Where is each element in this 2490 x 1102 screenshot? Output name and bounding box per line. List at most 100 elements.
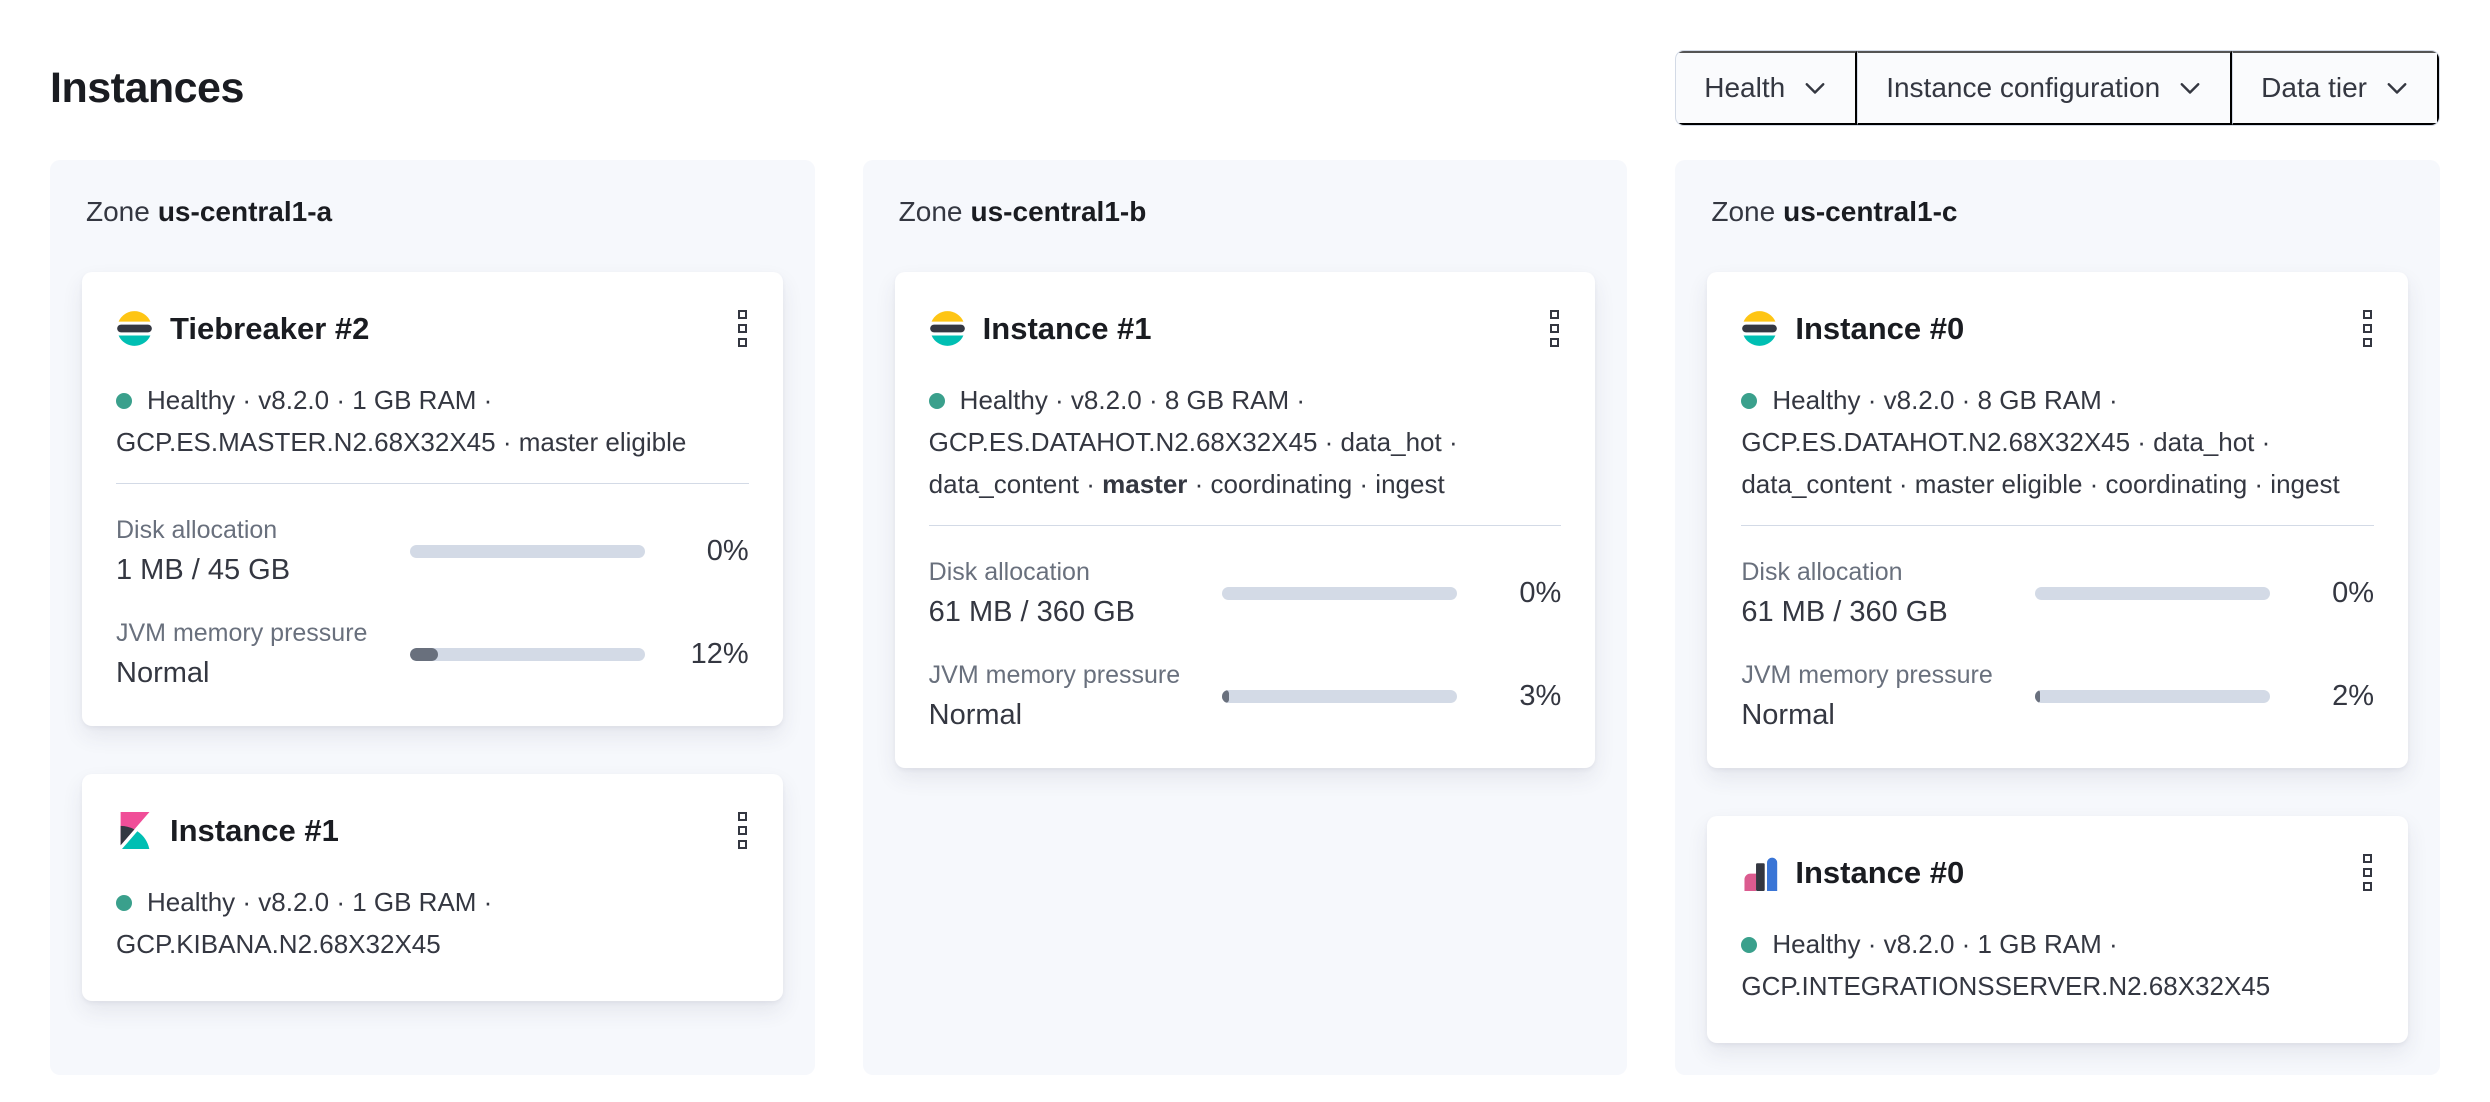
filter-data-tier-label: Data tier — [2261, 72, 2367, 103]
kebab-menu-icon — [737, 310, 747, 319]
disk-allocation-bar — [1222, 587, 1458, 600]
metric-percent: 2% — [2332, 680, 2375, 712]
zone-title: Zone us-central1-b — [899, 196, 1596, 228]
jvm-memory-pressure-metric: JVM memory pressure Normal 2% — [1741, 661, 2374, 732]
kebab-menu-icon — [1550, 310, 1560, 319]
jvm-memory-pressure-metric: JVM memory pressure Normal 12% — [116, 619, 749, 690]
metric-label: Disk allocation — [928, 558, 1090, 586]
instance-card-header: Instance #0 — [1741, 304, 2374, 353]
instance-card: Tiebreaker #2 Healthy · v8.2.0 · 1 GB RA… — [82, 272, 783, 726]
instance-card: Instance #1 Healthy · v8.2.0 · 8 GB RAM … — [894, 272, 1596, 768]
instance-card-header: Instance #0 — [1741, 848, 2374, 897]
instance-status: Healthy · v8.2.0 · 1 GB RAM · GCP.ES.MAS… — [116, 379, 749, 463]
page-header: Instances Health Instance configuration … — [0, 0, 2490, 126]
instance-status-text: Healthy · v8.2.0 · 1 GB RAM · GCP.ES.MAS… — [116, 385, 687, 457]
health-dot-icon — [1741, 937, 1758, 953]
instance-card: Instance #1 Healthy · v8.2.0 · 1 GB RAM … — [82, 774, 783, 1001]
instance-card-header: Instance #1 — [116, 806, 749, 855]
filter-health-button[interactable]: Health — [1676, 51, 1858, 125]
instance-status-text: · coordinating · ingest — [1187, 469, 1445, 499]
metric-value: 1 MB / 45 GB — [116, 554, 291, 586]
jvm-memory-pressure-metric: JVM memory pressure Normal 3% — [929, 661, 1562, 732]
metric-label: JVM memory pressure — [928, 661, 1181, 689]
instance-card: Instance #0 Healthy · v8.2.0 · 8 GB RAM … — [1707, 272, 2409, 768]
instance-status-text: Healthy · v8.2.0 · 8 GB RAM · GCP.ES.DAT… — [928, 385, 1458, 499]
metric-percent: 0% — [1519, 577, 1562, 609]
elasticsearch-logo-icon — [1742, 311, 1778, 346]
disk-allocation-bar — [2035, 587, 2271, 600]
card-divider — [1741, 525, 2375, 526]
disk-allocation-metric: Disk allocation 61 MB / 360 GB 0% — [929, 558, 1562, 629]
disk-allocation-bar — [409, 545, 645, 558]
card-divider — [928, 525, 1562, 526]
metric-percent: 0% — [706, 535, 749, 567]
instance-card: Instance #0 Healthy · v8.2.0 · 1 GB RAM … — [1707, 816, 2409, 1043]
health-dot-icon — [116, 393, 132, 409]
instance-role-master: master — [1102, 469, 1188, 499]
zone-title: Zone us-central1-a — [86, 196, 783, 228]
instance-menu-button[interactable] — [732, 304, 753, 353]
zone-label: Zone — [898, 196, 963, 227]
metric-label: JVM memory pressure — [116, 619, 368, 647]
metric-value: Normal — [1741, 699, 1835, 731]
chevron-down-icon — [1805, 83, 1825, 94]
instance-menu-button[interactable] — [2357, 848, 2378, 897]
jvm-memory-pressure-bar — [1222, 690, 1458, 703]
chevron-down-icon — [2180, 83, 2200, 94]
health-dot-icon — [116, 895, 132, 911]
instance-title: Instance #1 — [170, 812, 339, 848]
instance-menu-button[interactable] — [732, 806, 753, 855]
metric-value: 61 MB / 360 GB — [928, 596, 1135, 628]
zone-panel-b: Zone us-central1-b Instance #1 Healthy · … — [862, 160, 1628, 1075]
filter-data-tier-button[interactable]: Data tier — [2232, 51, 2439, 125]
zone-title: Zone us-central1-c — [1711, 196, 2408, 228]
instance-card-header: Instance #1 — [929, 304, 1562, 353]
metric-percent: 3% — [1519, 680, 1562, 712]
instance-title: Instance #0 — [1795, 310, 1965, 346]
filter-instance-configuration-button[interactable]: Instance configuration — [1857, 51, 2233, 125]
health-dot-icon — [928, 393, 945, 409]
page-title: Instances — [50, 63, 244, 112]
jvm-memory-pressure-bar — [409, 648, 645, 661]
instance-status-text: Healthy · v8.2.0 · 1 GB RAM · GCP.KIBANA… — [116, 887, 493, 959]
instance-status-text: Healthy · v8.2.0 · 1 GB RAM · GCP.INTEGR… — [1741, 929, 2271, 1001]
jvm-memory-pressure-bar — [2035, 690, 2271, 703]
metric-label: JVM memory pressure — [1741, 661, 1993, 689]
zone-name: us-central1-b — [970, 196, 1147, 227]
metric-value: 61 MB / 360 GB — [1741, 596, 1948, 628]
instance-card-header: Tiebreaker #2 — [116, 304, 749, 353]
instance-status: Healthy · v8.2.0 · 1 GB RAM · GCP.KIBANA… — [116, 881, 749, 965]
zone-panel-c: Zone us-central1-c Instance #0 Healthy · … — [1675, 160, 2441, 1075]
metric-value: Normal — [116, 657, 210, 689]
instance-menu-button[interactable] — [1544, 304, 1565, 353]
zones-container: Zone us-central1-a Tiebreaker #2 Healthy … — [0, 160, 2490, 1075]
metric-label: Disk allocation — [1741, 558, 1903, 586]
instance-menu-button[interactable] — [2357, 304, 2378, 353]
elasticsearch-logo-icon — [117, 311, 152, 346]
card-divider — [116, 483, 749, 484]
instance-status: Healthy · v8.2.0 · 8 GB RAM · GCP.ES.DAT… — [928, 379, 1562, 505]
zone-panel-a: Zone us-central1-a Tiebreaker #2 Healthy … — [50, 160, 815, 1075]
instance-status-text: Healthy · v8.2.0 · 8 GB RAM · GCP.ES.DAT… — [1741, 385, 2340, 499]
instance-title: Tiebreaker #2 — [170, 310, 370, 346]
zone-name: us-central1-a — [157, 196, 333, 227]
zone-label: Zone — [86, 196, 150, 227]
disk-allocation-metric: Disk allocation 1 MB / 45 GB 0% — [116, 516, 749, 587]
filter-instance-configuration-label: Instance configuration — [1886, 72, 2161, 103]
instance-status: Healthy · v8.2.0 · 8 GB RAM · GCP.ES.DAT… — [1741, 379, 2374, 505]
filter-bar: Health Instance configuration Data tier — [1675, 50, 2440, 126]
instance-status: Healthy · v8.2.0 · 1 GB RAM · GCP.INTEGR… — [1741, 923, 2374, 1007]
elasticsearch-logo-icon — [929, 311, 965, 346]
kibana-logo-icon — [120, 812, 150, 849]
metric-label: Disk allocation — [116, 516, 278, 544]
instance-title: Instance #1 — [982, 310, 1152, 346]
health-dot-icon — [1741, 393, 1758, 409]
integrations-server-logo-icon — [1744, 857, 1778, 891]
metric-value: Normal — [928, 699, 1023, 731]
kebab-menu-icon — [2363, 854, 2373, 863]
kebab-menu-icon — [2363, 310, 2373, 319]
disk-allocation-metric: Disk allocation 61 MB / 360 GB 0% — [1741, 558, 2374, 629]
kebab-menu-icon — [737, 812, 747, 821]
chevron-down-icon — [2387, 83, 2407, 94]
metric-percent: 12% — [690, 638, 749, 670]
